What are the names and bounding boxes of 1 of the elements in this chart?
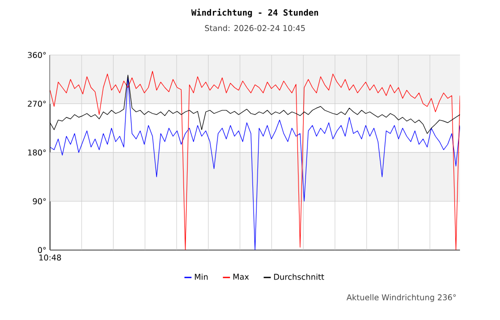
chart-title: Windrichtung - 24 Stunden bbox=[191, 8, 318, 18]
